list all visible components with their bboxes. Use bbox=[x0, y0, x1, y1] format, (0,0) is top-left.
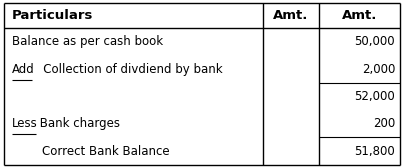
Text: 51,800: 51,800 bbox=[354, 144, 395, 158]
Text: Correct Bank Balance: Correct Bank Balance bbox=[12, 144, 170, 158]
Text: 2,000: 2,000 bbox=[362, 63, 395, 76]
Text: Particulars: Particulars bbox=[12, 9, 93, 22]
Text: Balance as per cash book: Balance as per cash book bbox=[12, 35, 163, 49]
Text: Bank charges: Bank charges bbox=[36, 117, 120, 130]
Text: 50,000: 50,000 bbox=[354, 35, 395, 49]
Text: 52,000: 52,000 bbox=[354, 90, 395, 103]
Text: 200: 200 bbox=[373, 117, 395, 130]
Text: Add: Add bbox=[12, 63, 35, 76]
Text: Amt.: Amt. bbox=[342, 9, 377, 22]
Text: Amt.: Amt. bbox=[274, 9, 309, 22]
Text: Less: Less bbox=[12, 117, 38, 130]
Text: Collection of divdiend by bank: Collection of divdiend by bank bbox=[32, 63, 222, 76]
